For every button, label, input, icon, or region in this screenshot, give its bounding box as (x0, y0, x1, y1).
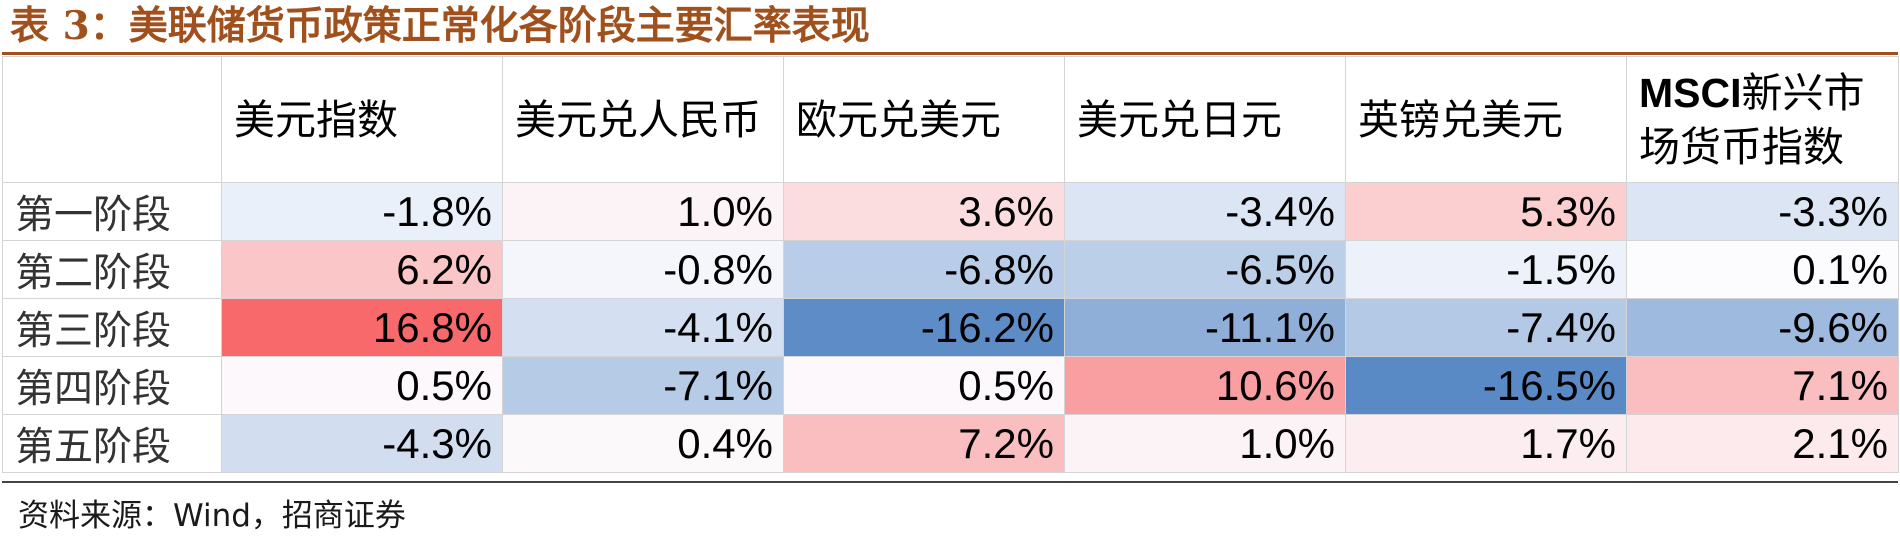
row-label: 第四阶段 (2, 356, 222, 415)
header-corner-cell (2, 56, 222, 183)
table-row: 第五阶段 -4.3% 0.4% 7.2% 1.0% 1.7% 2.1% (2, 414, 1899, 473)
value-cell: -7.1% (502, 356, 784, 415)
row-label: 第一阶段 (2, 182, 222, 241)
value-cell: 0.5% (221, 356, 503, 415)
value-cell: -0.8% (502, 240, 784, 299)
value-cell: 7.1% (1626, 356, 1899, 415)
value-cell: 1.0% (1064, 414, 1346, 473)
column-header-usd-jpy: 美元兑日元 (1064, 56, 1346, 183)
table-row: 第一阶段 -1.8% 1.0% 3.6% -3.4% 5.3% -3.3% (2, 182, 1899, 241)
table-title: 表 3：美联储货币政策正常化各阶段主要汇率表现 (10, 3, 870, 49)
exchange-rate-table: 美元指数 美元兑人民币 欧元兑美元 美元兑日元 英镑兑美元 MSCI新兴市场货币… (2, 56, 1899, 473)
column-header-gbp-usd: 英镑兑美元 (1345, 56, 1627, 183)
value-cell: -1.8% (221, 182, 503, 241)
value-cell: 0.5% (783, 356, 1065, 415)
value-cell: -6.8% (783, 240, 1065, 299)
value-cell: -3.4% (1064, 182, 1346, 241)
value-cell: -16.2% (783, 298, 1065, 357)
value-cell: -3.3% (1626, 182, 1899, 241)
row-label: 第二阶段 (2, 240, 222, 299)
source-note: 资料来源：Wind，招商证券 (18, 498, 406, 534)
value-cell: -11.1% (1064, 298, 1346, 357)
value-cell: 16.8% (221, 298, 503, 357)
value-cell: 10.6% (1064, 356, 1346, 415)
column-header-usd-index: 美元指数 (221, 56, 503, 183)
value-cell: -7.4% (1345, 298, 1627, 357)
value-cell: 1.7% (1345, 414, 1627, 473)
value-cell: 0.4% (502, 414, 784, 473)
value-cell: -1.5% (1345, 240, 1627, 299)
value-cell: -9.6% (1626, 298, 1899, 357)
table-row: 第四阶段 0.5% -7.1% 0.5% 10.6% -16.5% 7.1% (2, 356, 1899, 415)
value-cell: -4.3% (221, 414, 503, 473)
column-header-eur-usd: 欧元兑美元 (783, 56, 1065, 183)
value-cell: 1.0% (502, 182, 784, 241)
header-row: 美元指数 美元兑人民币 欧元兑美元 美元兑日元 英镑兑美元 MSCI新兴市场货币… (2, 56, 1899, 183)
value-cell: 2.1% (1626, 414, 1899, 473)
value-cell: 7.2% (783, 414, 1065, 473)
table-row: 第二阶段 6.2% -0.8% -6.8% -6.5% -1.5% 0.1% (2, 240, 1899, 299)
value-cell: -16.5% (1345, 356, 1627, 415)
value-cell: 0.1% (1626, 240, 1899, 299)
table-bottom-rule (2, 481, 1898, 483)
row-label: 第五阶段 (2, 414, 222, 473)
value-cell: -4.1% (502, 298, 784, 357)
title-divider (2, 52, 1898, 55)
value-cell: 3.6% (783, 182, 1065, 241)
table-row: 第三阶段 16.8% -4.1% -16.2% -11.1% -7.4% -9.6% (2, 298, 1899, 357)
column-header-usd-cny: 美元兑人民币 (502, 56, 784, 183)
value-cell: -6.5% (1064, 240, 1346, 299)
value-cell: 5.3% (1345, 182, 1627, 241)
value-cell: 6.2% (221, 240, 503, 299)
row-label: 第三阶段 (2, 298, 222, 357)
column-header-msci-em-currency: MSCI新兴市场货币指数 (1626, 56, 1899, 183)
